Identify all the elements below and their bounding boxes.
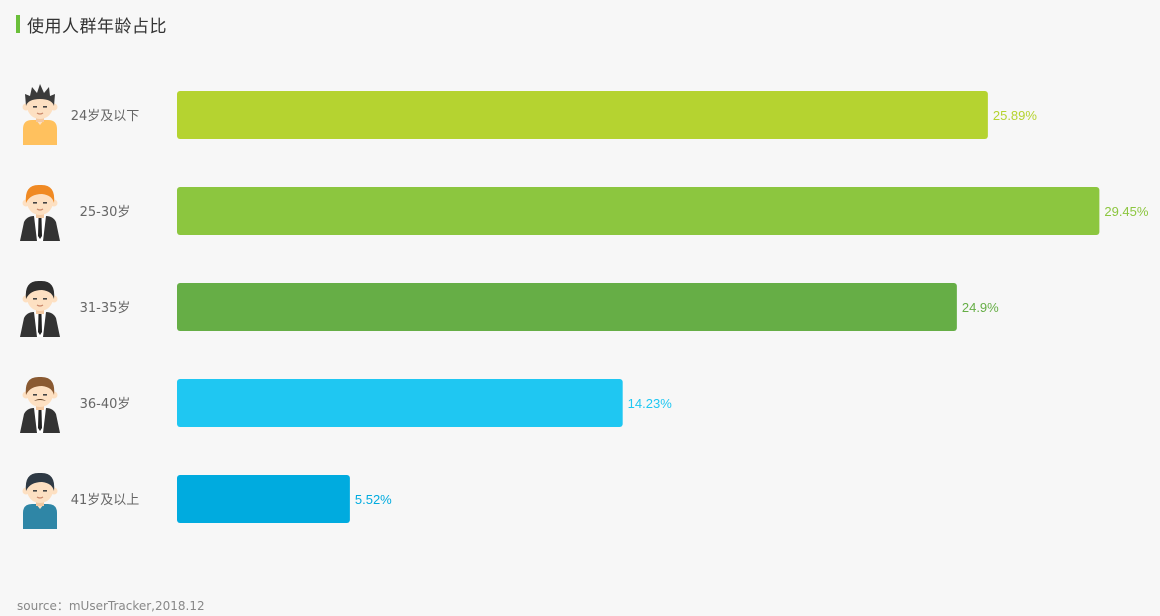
title-accent-bar xyxy=(16,15,20,33)
bar xyxy=(177,475,350,523)
mustache-man-suit-icon xyxy=(20,376,60,433)
bar xyxy=(177,379,623,427)
bar xyxy=(177,91,988,139)
orange-hair-man-suit-icon xyxy=(20,184,60,241)
value-label: 29.45% xyxy=(1104,204,1149,219)
value-label: 24.9% xyxy=(962,300,999,315)
value-label: 14.23% xyxy=(628,396,673,411)
bar xyxy=(177,283,957,331)
value-label: 25.89% xyxy=(993,108,1038,123)
category-label: 41岁及以上 xyxy=(71,493,140,508)
category-label: 25-30岁 xyxy=(80,205,131,220)
category-label: 24岁及以下 xyxy=(71,109,140,124)
young-man-yellow-shirt-icon xyxy=(22,84,58,145)
source-note: source：mUserTracker,2018.12 xyxy=(17,599,205,613)
chart-title-text: 使用人群年龄占比 xyxy=(27,16,167,37)
category-label: 36-40岁 xyxy=(80,397,131,412)
bar xyxy=(177,187,1100,235)
older-man-blue-shirt-icon xyxy=(22,472,58,529)
category-label: 31-35岁 xyxy=(80,301,131,316)
value-label: 5.52% xyxy=(355,492,392,507)
chart-title: 使用人群年龄占比 xyxy=(16,14,167,37)
businessman-suit-icon xyxy=(20,280,60,337)
